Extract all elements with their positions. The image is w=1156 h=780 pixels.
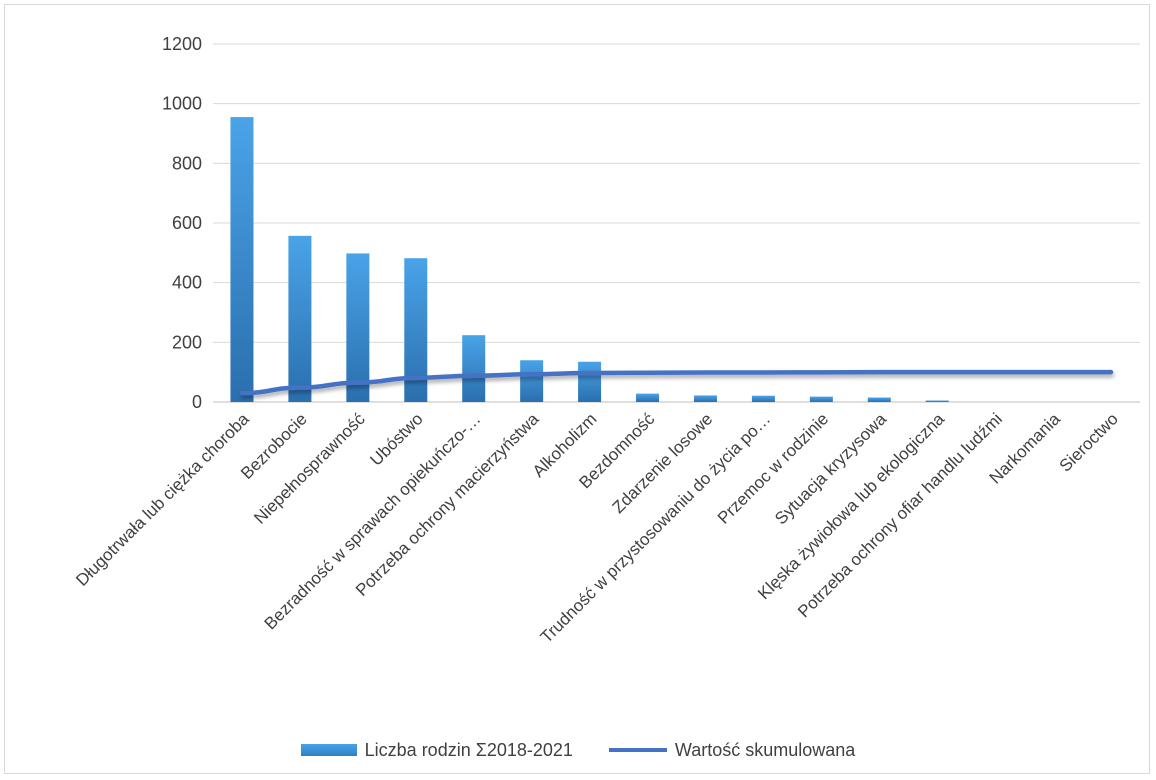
bar [809, 396, 833, 402]
x-tick-label: Niepełnosprawność [250, 409, 369, 528]
y-axis-ticks: 0 200 400 600 800 1000 1200 [162, 34, 202, 412]
cumulative-line-series [239, 369, 1114, 396]
x-tick-label: Potrzeba ochrony ofiar handlu ludźmi [794, 409, 1006, 621]
x-axis-category-labels: Długotrwała lub ciężka chorobaBezrobocie… [72, 409, 1122, 647]
y-tick-label: 200 [172, 332, 202, 352]
bar [346, 253, 370, 402]
y-tick-label: 1200 [162, 34, 202, 54]
bar [404, 258, 428, 402]
x-tick-label: Przemoc w rodzinie [714, 409, 832, 527]
legend-line-label: Wartość skumulowana [674, 739, 856, 760]
legend-bars-label: Liczba rodzin Σ2018-2021 [364, 739, 573, 760]
bar [288, 235, 312, 402]
x-tick-label: Zdarzenie losowe [609, 409, 717, 517]
legend: Liczba rodzin Σ2018-2021 Wartość skumulo… [0, 736, 1156, 764]
x-tick-label: Długotrwała lub ciężka choroba [72, 409, 253, 590]
bar-series [230, 117, 949, 402]
y-tick-label: 600 [172, 213, 202, 233]
bar [578, 361, 602, 402]
y-tick-label: 1000 [162, 94, 202, 114]
x-tick-label: Sytuacja kryzysowa [771, 409, 890, 528]
bar [751, 395, 775, 402]
y-tick-label: 800 [172, 153, 202, 173]
bar [636, 393, 660, 402]
legend-item-line: Wartość skumulowana [608, 739, 856, 761]
bar [925, 400, 949, 402]
y-tick-label: 0 [192, 392, 202, 412]
bar [462, 335, 486, 402]
legend-item-bars: Liczba rodzin Σ2018-2021 [300, 739, 573, 761]
legend-line-swatch [608, 748, 667, 752]
legend-bar-swatch [300, 744, 357, 756]
x-tick-label: Sieroctwo [1056, 409, 1122, 475]
bar [867, 397, 891, 402]
bar [693, 395, 717, 402]
x-tick-label: Bezradność w sprawach opiekuńczo-… [261, 409, 485, 633]
bar [230, 117, 254, 402]
bar [520, 360, 544, 402]
cumulative-line [239, 369, 1114, 396]
x-tick-label: Ubóstwo [366, 409, 426, 469]
y-tick-label: 400 [172, 273, 202, 293]
chart-frame [4, 4, 1150, 774]
